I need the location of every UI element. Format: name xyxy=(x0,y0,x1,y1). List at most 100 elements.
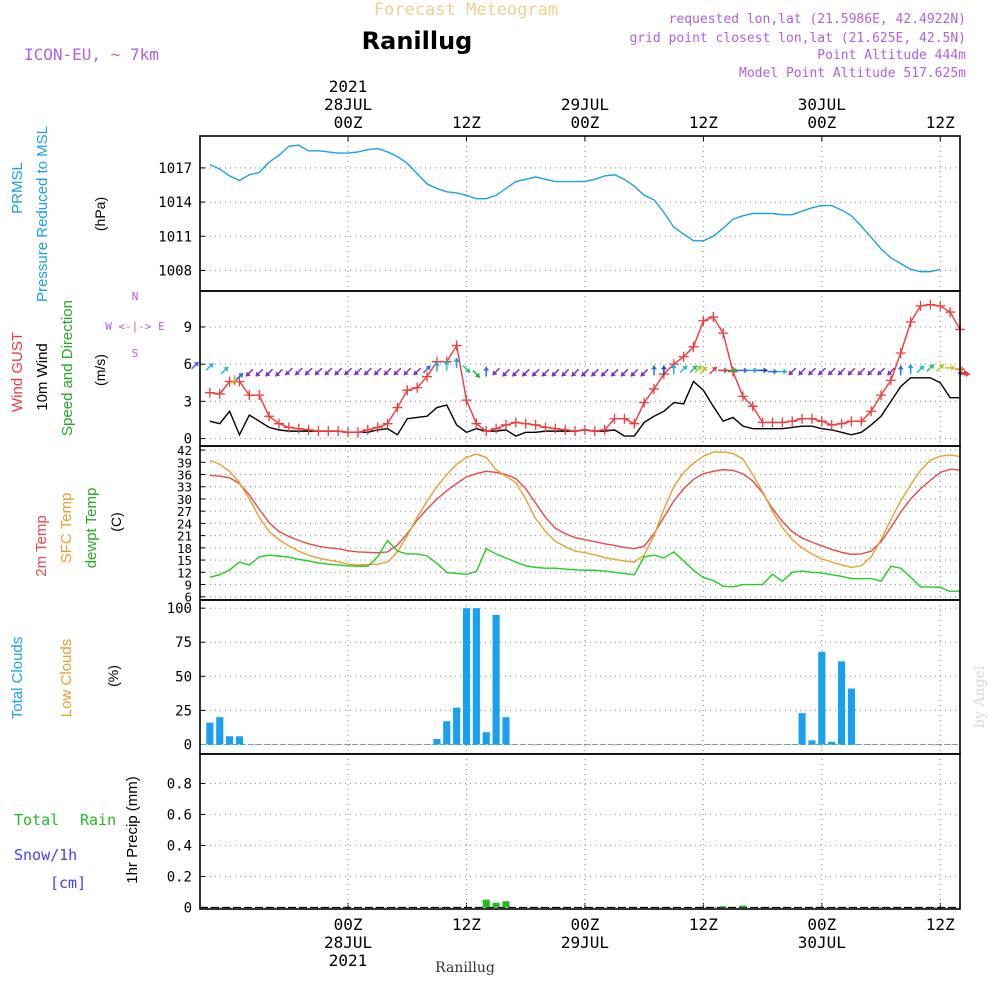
wind-arrow xyxy=(897,365,904,376)
wind-unit: (m/s) xyxy=(92,354,108,386)
wind-gust-point xyxy=(313,426,324,437)
wind-arrow xyxy=(640,368,649,377)
wind-arrow-head xyxy=(465,367,470,373)
wind-gust-point xyxy=(264,411,275,422)
wind-gust-point xyxy=(343,427,354,438)
bottom-axis-label: 00Z xyxy=(570,915,599,934)
wind-arrow-head xyxy=(733,367,738,374)
precip-bar xyxy=(502,901,510,908)
wind-gust-point xyxy=(727,366,738,377)
wind-arrow-head xyxy=(788,370,794,376)
wind-arrow-head xyxy=(193,361,199,367)
wind-gust-point xyxy=(737,391,748,402)
sfc-temp-line xyxy=(209,451,961,569)
wind-arrow xyxy=(679,365,688,374)
wind-arrow-head xyxy=(581,371,587,377)
wind-gust-point xyxy=(629,418,640,429)
cloud-bar xyxy=(226,736,234,745)
wind-arrow xyxy=(462,365,471,374)
wind-gust-point xyxy=(303,424,314,435)
wind-arrow xyxy=(571,368,580,377)
wind-gust-point xyxy=(777,417,788,428)
wind-arrow xyxy=(590,368,599,377)
wind-gust-point xyxy=(570,426,581,437)
wind-gust-point xyxy=(599,424,610,435)
wind-gust-point xyxy=(412,382,423,393)
wind-gust-point xyxy=(639,397,650,408)
wind-gust-point xyxy=(895,348,906,358)
wind-arrow-head xyxy=(285,370,291,376)
wind-arrow-head xyxy=(443,360,450,365)
wind-gust-point xyxy=(579,424,590,435)
wind-arrow-head xyxy=(763,367,768,374)
precip-bar xyxy=(492,902,500,908)
panel-frame xyxy=(199,753,961,910)
wind-gust-point xyxy=(461,395,472,406)
wind-arrow-head xyxy=(847,370,853,376)
wind-arrow-head xyxy=(541,371,547,377)
panel-clouds: 0 25 50 75 100 xyxy=(167,599,961,755)
wind-arrow-head xyxy=(571,371,577,377)
wind-arrow xyxy=(231,375,238,386)
wind-arrow-head xyxy=(275,371,281,377)
wind-arrow-head xyxy=(818,370,824,376)
wind-arrow xyxy=(492,367,501,376)
wind-arrow-head xyxy=(701,366,707,372)
bottom-axis-label: 00Z xyxy=(334,915,363,934)
wind-gust-point xyxy=(560,424,571,435)
wind-arrow xyxy=(817,367,826,376)
wind-arrow-head xyxy=(601,371,607,377)
wind-arrow-head xyxy=(334,370,340,376)
wind-arrow xyxy=(670,364,677,375)
wind-label: 10m Wind xyxy=(34,343,51,411)
wind-arrow-head xyxy=(743,367,748,374)
wind-arrow xyxy=(651,365,658,376)
wind-arrow xyxy=(472,370,481,379)
wind-arrow-head xyxy=(245,371,251,377)
wind-arrow-head xyxy=(897,365,904,370)
y-tick-label: 21 xyxy=(177,529,192,544)
wind-arrow-head xyxy=(611,371,616,377)
wind-arrow-head xyxy=(724,367,729,374)
wind-gust-point xyxy=(787,416,798,427)
wind-arrow-head xyxy=(453,357,460,362)
rain-label-total: Total xyxy=(14,811,59,829)
wind-arrow xyxy=(580,368,589,377)
compass-legend: N W <-|-> E S xyxy=(105,290,165,360)
wind-gust-point xyxy=(491,423,502,434)
wind-arrow-head xyxy=(231,381,238,386)
wind-arrow xyxy=(443,360,450,371)
wind-arrow xyxy=(737,367,748,374)
wind-arrow-head xyxy=(295,370,301,376)
wind-gust-point xyxy=(856,416,867,427)
bottom-axis-label: 28JUL xyxy=(324,933,372,952)
pressure-label-long: Pressure Reduced to MSL xyxy=(34,126,51,302)
wind-arrow xyxy=(867,367,876,376)
wind-gust-point xyxy=(826,419,837,430)
y-tick-label: 25 xyxy=(175,703,192,719)
wind-gust-point xyxy=(392,402,403,413)
wind-arrow-head xyxy=(692,365,698,371)
wind-gust-point xyxy=(510,417,521,428)
bottom-axis-label: 30JUL xyxy=(798,933,846,952)
wind-arrow-head xyxy=(928,364,934,370)
dewpt-temp-line xyxy=(209,539,961,593)
wind-gust-point xyxy=(402,385,413,396)
wind-arrow-head xyxy=(364,370,370,376)
y-tick-label: 12 xyxy=(177,565,192,580)
wind-arrow xyxy=(353,367,362,376)
wind-arrow xyxy=(220,366,229,375)
wind-gust-point xyxy=(589,426,600,437)
wind-arrow xyxy=(827,367,836,376)
snow-label: Snow/1h xyxy=(14,846,77,864)
bottom-axis-label: 12Z xyxy=(689,915,718,934)
temp2m-label: 2m Temp xyxy=(33,515,50,576)
wind-arrow xyxy=(798,367,807,376)
cloud-bar xyxy=(453,707,461,745)
wind-gust-point xyxy=(422,371,433,382)
wind-gust-point xyxy=(885,375,896,386)
panel-frame xyxy=(199,599,961,755)
wind-arrow xyxy=(630,368,639,377)
wind-arrow xyxy=(284,367,293,376)
